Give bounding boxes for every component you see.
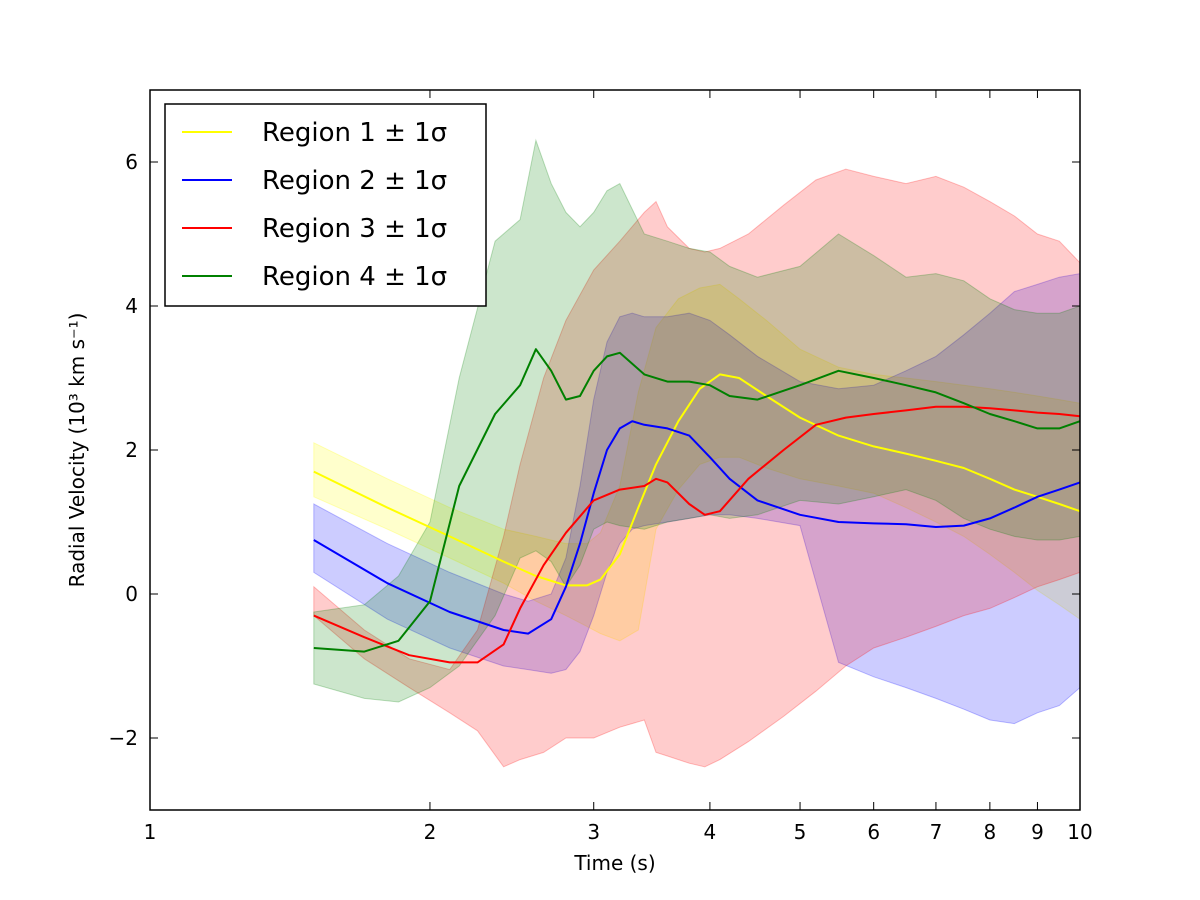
y-tick-label: −2 bbox=[109, 726, 138, 750]
legend-label-region-2: Region 2 ± 1σ bbox=[262, 166, 447, 196]
legend-box bbox=[164, 103, 487, 307]
region-3-band bbox=[313, 168, 1080, 768]
x-tick-label: 10 bbox=[1067, 820, 1092, 844]
y-tick-label: 0 bbox=[125, 582, 138, 606]
x-tick-label: 7 bbox=[930, 820, 943, 844]
x-tick-label: 9 bbox=[1031, 820, 1044, 844]
legend: Region 1 ± 1σ Region 2 ± 1σ Region 3 ± 1σ R… bbox=[164, 103, 487, 307]
x-tick-label: 6 bbox=[867, 820, 880, 844]
y-tick-label: 6 bbox=[125, 150, 138, 174]
x-tick-label: 5 bbox=[794, 820, 807, 844]
y-tick-label: 4 bbox=[125, 294, 138, 318]
region-2-line bbox=[313, 420, 1080, 635]
legend-label-region-1: Region 1 ± 1σ bbox=[262, 118, 447, 148]
region-4-line bbox=[313, 348, 1080, 653]
region-1-line bbox=[313, 373, 1080, 587]
region-2-band bbox=[313, 273, 1080, 725]
region-3-line bbox=[313, 405, 1080, 664]
region-1-band bbox=[313, 283, 1080, 642]
x-tick-label: 3 bbox=[587, 820, 600, 844]
legend-label-region-3: Region 3 ± 1σ bbox=[262, 214, 447, 244]
x-axis-label: Time (s) bbox=[573, 851, 655, 875]
y-tick-label: 2 bbox=[125, 438, 138, 462]
x-tick-label: 2 bbox=[424, 820, 437, 844]
legend-label-region-4: Region 4 ± 1σ bbox=[262, 262, 447, 292]
axis-ticks: 1 2 3 4 5 6 7 8 9 10 −2 0 2 4 6 bbox=[109, 90, 1093, 844]
y-axis-label: Radial Velocity (10³ km s⁻¹) bbox=[65, 313, 89, 588]
x-tick-label: 8 bbox=[984, 820, 997, 844]
x-tick-label: 4 bbox=[704, 820, 717, 844]
x-tick-label: 1 bbox=[144, 820, 157, 844]
series-lines bbox=[313, 348, 1080, 664]
